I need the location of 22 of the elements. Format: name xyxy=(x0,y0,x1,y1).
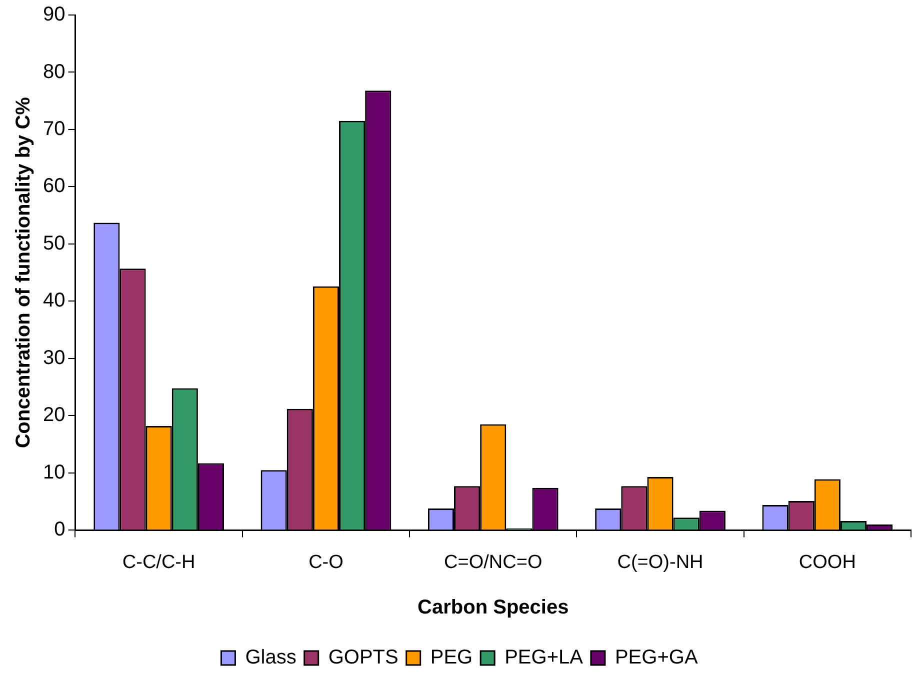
x-tick-label: C-O xyxy=(308,552,344,573)
y-tick-label: 90 xyxy=(42,4,66,26)
y-tick-label: 50 xyxy=(42,232,66,254)
y-tick-label: 20 xyxy=(42,404,66,426)
x-tick-label: C=O/NC=O xyxy=(444,552,542,573)
y-tick-label: 60 xyxy=(42,175,66,198)
y-tick-label: 80 xyxy=(42,60,66,83)
legend-label: PEG+GA xyxy=(614,646,698,669)
y-tick-label: 30 xyxy=(42,346,66,369)
y-tick-label: 40 xyxy=(42,290,66,312)
x-tick-label: COOH xyxy=(798,552,856,573)
x-tick-label: C(=O)-NH xyxy=(617,552,704,573)
x-tick-label: C-C/C-H xyxy=(122,552,196,573)
legend-label: PEG xyxy=(430,646,473,669)
y-axis-title: Concentration of functionality by C% xyxy=(12,96,35,448)
y-tick-label: 0 xyxy=(54,518,66,541)
legend-label: PEG+LA xyxy=(504,646,584,669)
x-axis-title: Carbon Species xyxy=(418,596,569,619)
y-tick-label: 70 xyxy=(42,118,66,140)
y-tick-label: 10 xyxy=(42,461,66,484)
legend-label: Glass xyxy=(245,646,296,669)
legend-label: GOPTS xyxy=(328,646,398,669)
